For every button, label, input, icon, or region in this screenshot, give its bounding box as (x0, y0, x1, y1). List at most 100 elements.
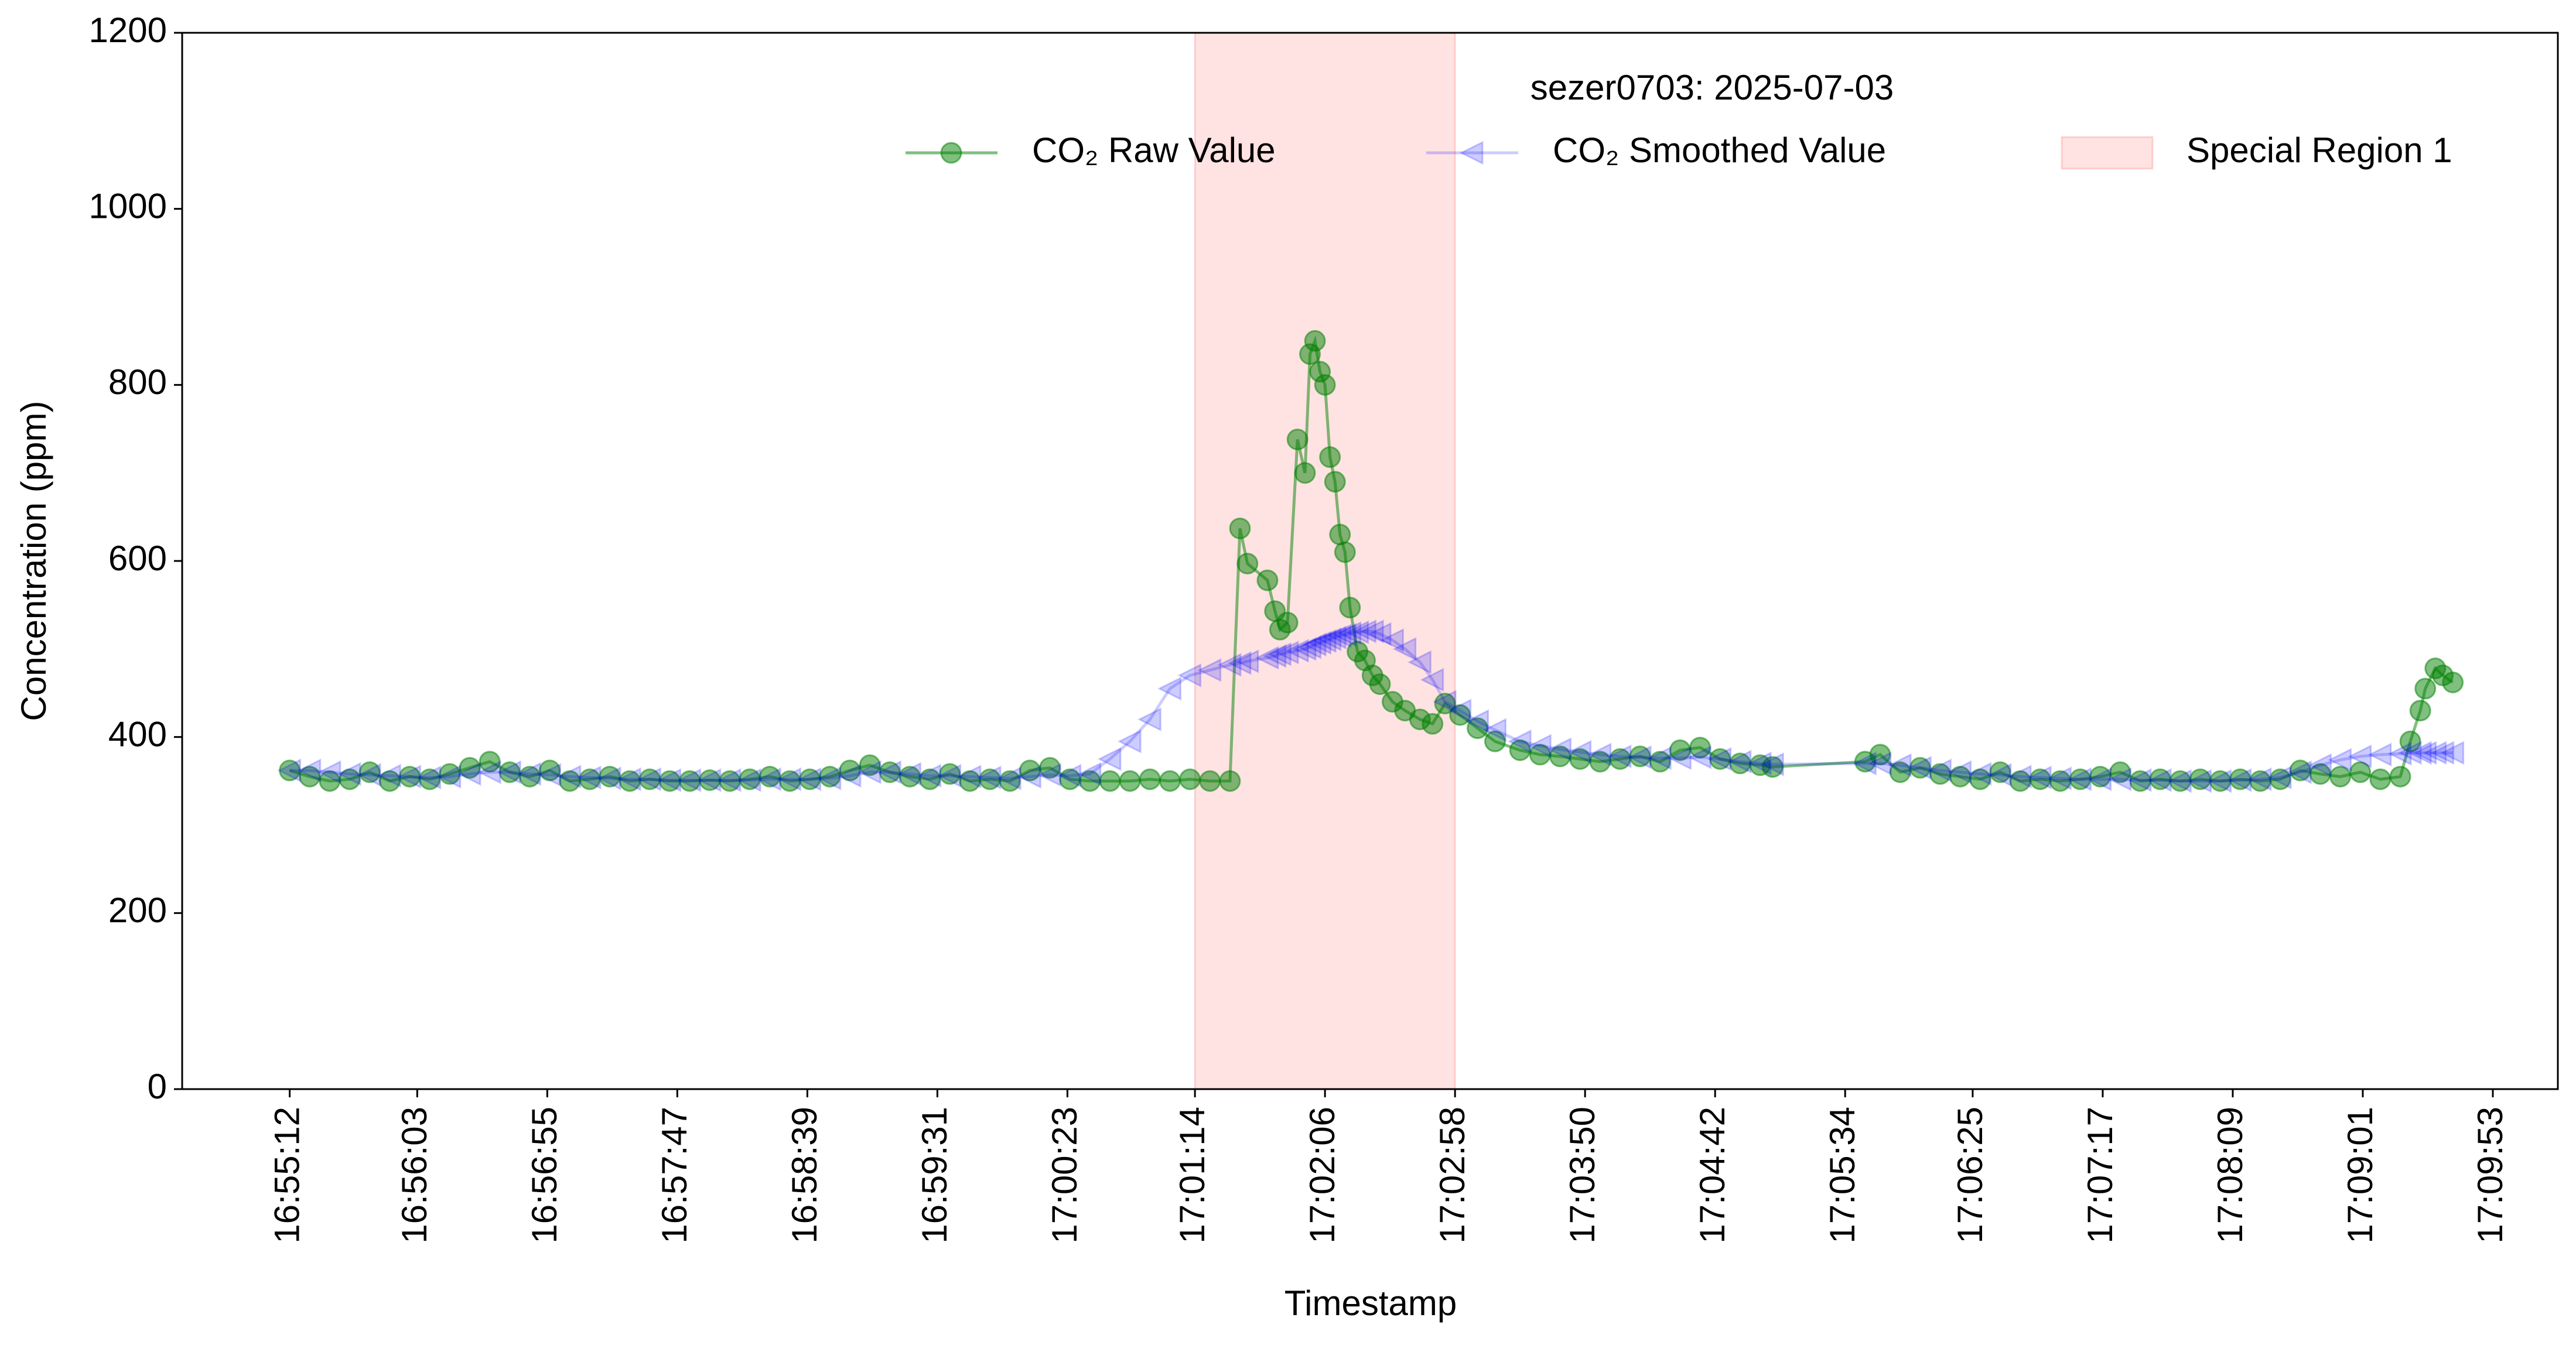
raw-point (1229, 517, 1251, 539)
x-tick-label: 17:03:50 (1563, 1107, 1602, 1244)
raw-point (1709, 748, 1731, 770)
raw-point (459, 757, 481, 779)
smoothed-point (357, 762, 381, 787)
raw-point (1989, 761, 2011, 783)
smoothed-point (2107, 767, 2132, 792)
smoothed-point (1302, 632, 1327, 657)
smoothed-point (1407, 650, 1432, 675)
x-tick-label: 17:07:17 (2080, 1107, 2120, 1244)
smoothed-point (1227, 651, 1252, 675)
smoothed-point (317, 760, 341, 785)
smoothed-point (557, 764, 582, 789)
smoothed-point (577, 765, 602, 790)
smoothed-point (1177, 663, 1202, 687)
smoothed-point (1322, 625, 1347, 650)
smoothed-point (497, 760, 521, 785)
smoothed-point (1392, 636, 1417, 661)
smoothed-point (2308, 753, 2332, 778)
smoothed-point (1017, 764, 1041, 789)
x-tick-label: 17:02:06 (1303, 1107, 1342, 1244)
smoothed-point (1097, 747, 1122, 771)
x-tick-label: 16:56:55 (525, 1107, 564, 1244)
raw-point (1256, 569, 1279, 591)
raw-point (539, 759, 561, 782)
smoothed-point (2367, 742, 2392, 767)
y-tick-label: 800 (108, 362, 167, 402)
x-tick-label: 16:55:12 (267, 1107, 306, 1244)
smoothed-point (1867, 751, 1892, 776)
smoothed-point (637, 767, 661, 792)
raw-point (1119, 770, 1141, 792)
smoothed-point (817, 766, 842, 790)
smoothed-point (957, 764, 982, 789)
raw-point (1689, 737, 1711, 759)
smoothed-point (697, 768, 722, 792)
smoothed-point (1327, 624, 1352, 648)
smoothed-point (1567, 740, 1592, 764)
smoothed-point (977, 765, 1002, 790)
raw-point (1761, 756, 1784, 778)
smoothed-point (1432, 690, 1457, 714)
smoothed-point (1037, 762, 1062, 787)
legend-marker (940, 142, 962, 164)
y-tick-label: 400 (108, 715, 167, 754)
special-region (1194, 32, 1456, 1090)
y-tick-label: 600 (108, 539, 167, 578)
smoothed-point (757, 767, 781, 792)
smoothed-point (1197, 658, 1222, 682)
legend-label: CO₂ Smoothed Value (1553, 131, 1886, 170)
y-tick-label: 0 (148, 1067, 167, 1106)
smoothed-point (1262, 644, 1287, 668)
x-tick-label: 17:00:23 (1045, 1107, 1084, 1244)
raw-point (839, 759, 861, 782)
raw-point (1286, 429, 1309, 451)
raw-point (1334, 541, 1356, 563)
raw-point (1422, 713, 1444, 735)
x-tick-label: 17:05:34 (1823, 1107, 1862, 1244)
raw-point (2442, 671, 2464, 693)
smoothed-point (2397, 741, 2422, 765)
smoothed-point (1275, 640, 1299, 665)
smoothed-point (517, 762, 541, 786)
smoothed-point (2387, 741, 2412, 766)
raw-point (1319, 446, 1341, 468)
raw-point (1649, 751, 1671, 773)
raw-point (2349, 761, 2372, 783)
y-axis-label: Concentration (ppm) (14, 401, 53, 721)
smoothed-point (837, 764, 862, 788)
raw-point (378, 770, 401, 792)
smoothed-point (1928, 758, 1952, 783)
smoothed-point (1117, 729, 1142, 754)
smoothed-point (2440, 741, 2465, 765)
smoothed-point (717, 768, 742, 792)
raw-point (1314, 374, 1336, 396)
smoothed-point (2127, 768, 2152, 792)
smoothed-point (2413, 741, 2437, 765)
smoothed-point (537, 762, 562, 787)
smoothed-point (2407, 741, 2432, 765)
smoothed-point (857, 760, 882, 785)
smoothed-point (1284, 638, 1309, 663)
smoothed-point (877, 760, 901, 785)
smoothed-point (1527, 734, 1552, 758)
legend-marker (1459, 141, 1484, 165)
smoothed-point (337, 762, 361, 786)
smoothed-point (1587, 742, 1612, 767)
raw-point (2389, 765, 2411, 788)
raw-point (1509, 739, 1531, 761)
smoothed-point (457, 762, 481, 786)
raw-point (479, 751, 501, 773)
legend-swatch (2061, 136, 2154, 170)
smoothed-point (777, 767, 801, 792)
smoothed-point (277, 758, 302, 783)
smoothed-point (2068, 767, 2092, 792)
smoothed-point (1547, 737, 1571, 762)
smoothed-point (677, 768, 702, 792)
smoothed-point (1507, 729, 1532, 754)
raw-point (358, 761, 381, 783)
raw-point (1909, 757, 1931, 779)
smoothed-point (1317, 627, 1342, 652)
raw-point (1889, 761, 1911, 783)
smoothed-point (1887, 753, 1912, 778)
raw-point (1629, 745, 1651, 768)
